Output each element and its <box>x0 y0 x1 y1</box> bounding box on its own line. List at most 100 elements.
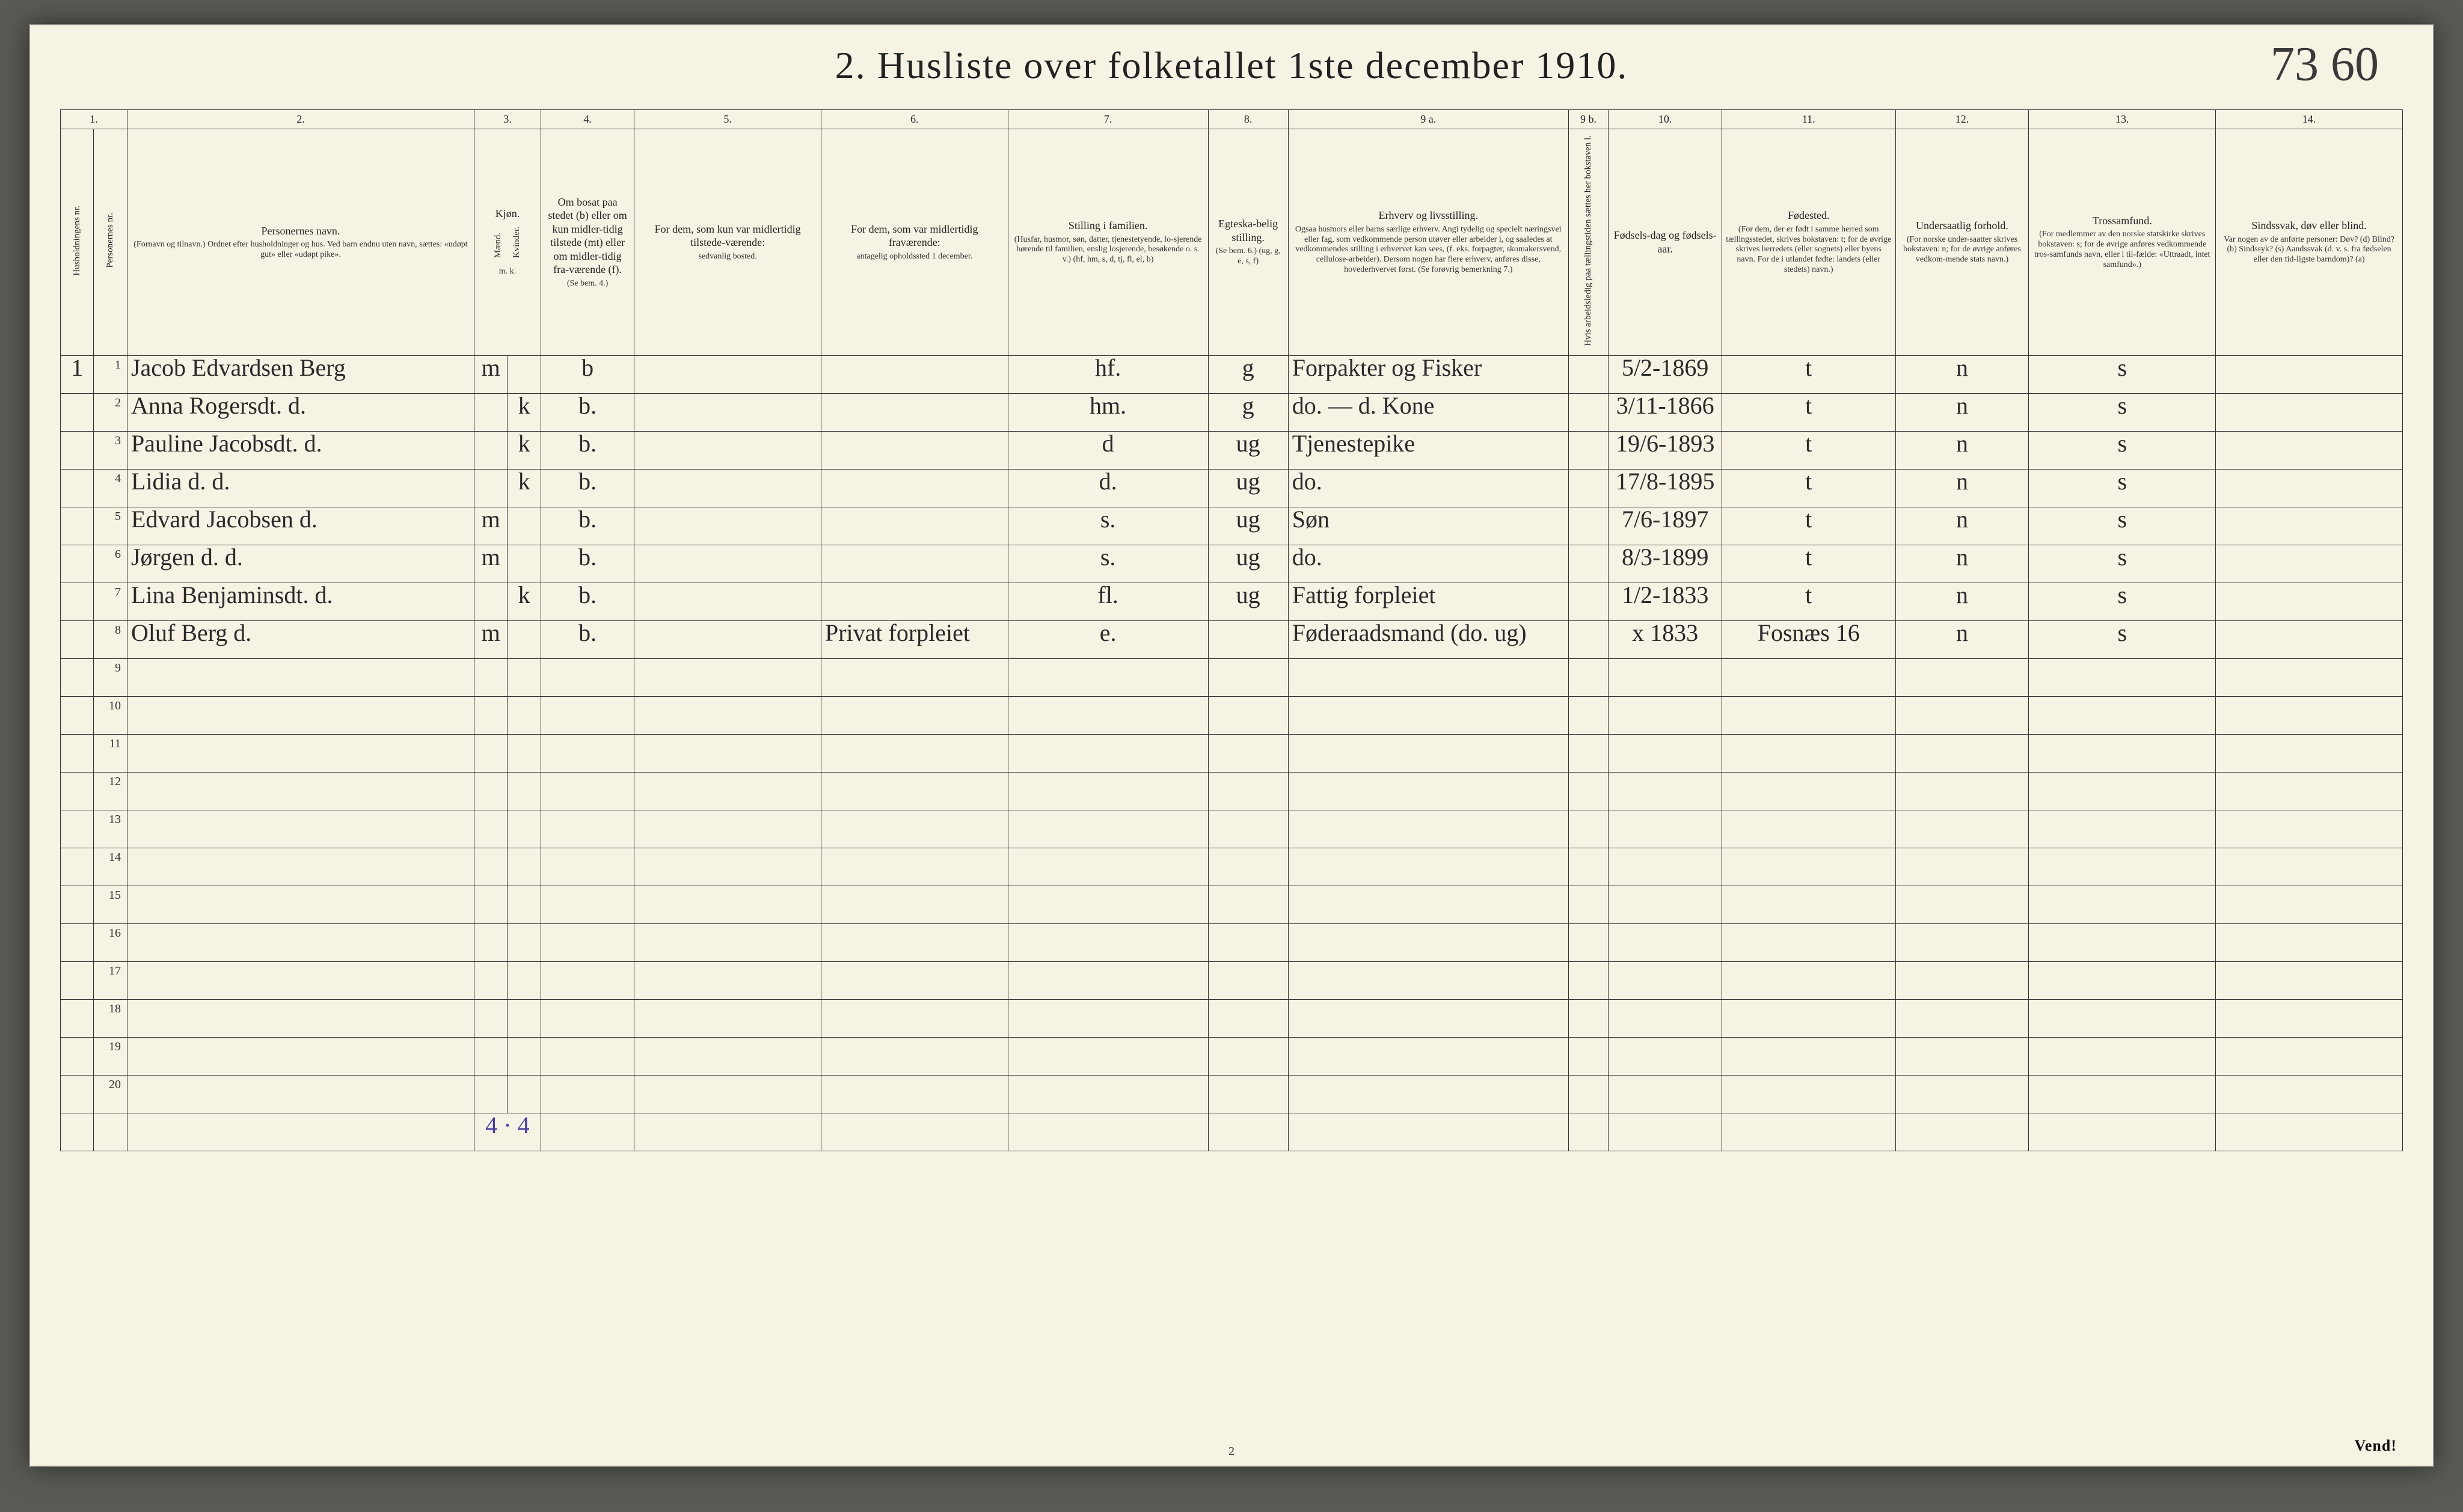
cell-person-no: 3 <box>94 431 127 469</box>
cell-nationality: n <box>1895 393 2029 431</box>
cell-empty <box>1208 886 1288 923</box>
cell-empty <box>541 848 634 886</box>
cell-unemployed <box>1568 469 1609 507</box>
cell-empty <box>1609 886 1722 923</box>
cell-empty <box>2029 886 2216 923</box>
cell-unemployed <box>1568 620 1609 658</box>
cell-birthdate: 1/2-1833 <box>1609 583 1722 620</box>
cell-temp-absent <box>821 583 1008 620</box>
cell-empty <box>508 1037 541 1075</box>
col-5-title: For dem, som kun var midlertidig tilsted… <box>655 223 801 249</box>
table-row-empty: 19 <box>61 1037 2403 1075</box>
col-4-head: Om bosat paa stedet (b) eller om kun mid… <box>541 129 634 355</box>
cell-empty <box>541 923 634 961</box>
cell-empty <box>1895 886 2029 923</box>
cell-empty <box>508 923 541 961</box>
cell-empty <box>508 961 541 999</box>
cell-empty <box>634 848 821 886</box>
cell-occupation: do. <box>1288 545 1568 583</box>
cell-temp-absent <box>821 431 1008 469</box>
cell-person-no: 1 <box>94 355 127 393</box>
cell-empty <box>2216 961 2403 999</box>
cell-marital: g <box>1208 355 1288 393</box>
cell-empty <box>1722 696 1895 734</box>
cell-blank <box>61 1113 94 1151</box>
cell-birthplace: t <box>1722 583 1895 620</box>
cell-empty <box>1288 734 1568 772</box>
cell-bosat: b. <box>541 620 634 658</box>
cell-household-no <box>61 658 94 696</box>
cell-empty <box>634 961 821 999</box>
cell-blank <box>634 1113 821 1151</box>
cell-empty <box>1208 696 1288 734</box>
cell-blank <box>127 1113 474 1151</box>
col-4-sub: (Se bem. 4.) <box>545 279 630 289</box>
cell-household-no <box>61 469 94 507</box>
col-3-sub-m: Mænd. Kvinder. <box>478 223 537 265</box>
cell-blank <box>821 1113 1008 1151</box>
cell-empty <box>1008 810 1208 848</box>
colnum-9b: 9 b. <box>1568 110 1609 129</box>
table-row-empty: 12 <box>61 772 2403 810</box>
cell-empty <box>1609 734 1722 772</box>
cell-family-pos: s. <box>1008 507 1208 545</box>
cell-birthdate: 19/6-1893 <box>1609 431 1722 469</box>
col-1-vert: Husholdningens nr. <box>71 202 84 280</box>
col-3-title: Kjøn. <box>495 207 520 219</box>
cell-blank <box>2029 1113 2216 1151</box>
cell-empty <box>2216 696 2403 734</box>
cell-empty <box>1008 1037 1208 1075</box>
cell-empty <box>1722 1037 1895 1075</box>
cell-sex-m: m <box>474 545 507 583</box>
cell-birthdate: 8/3-1899 <box>1609 545 1722 583</box>
cell-disability <box>2216 431 2403 469</box>
cell-empty <box>1568 1037 1609 1075</box>
cell-empty <box>1722 848 1895 886</box>
cell-empty <box>1568 696 1609 734</box>
col-7-title: Stilling i familien. <box>1069 219 1148 231</box>
col-7-sub: (Husfar, husmor, søn, datter, tjenestety… <box>1012 235 1204 265</box>
cell-empty <box>1008 999 1208 1037</box>
cell-empty <box>127 886 474 923</box>
table-row: 7Lina Benjaminsdt. d.kb.fl.ugFattig forp… <box>61 583 2403 620</box>
cell-disability <box>2216 393 2403 431</box>
cell-empty <box>1609 961 1722 999</box>
cell-person-no: 2 <box>94 393 127 431</box>
cell-empty <box>634 810 821 848</box>
cell-empty <box>1895 1037 2029 1075</box>
cell-household-no <box>61 810 94 848</box>
cell-empty <box>1008 848 1208 886</box>
cell-nationality: n <box>1895 507 2029 545</box>
cell-empty <box>474 1075 507 1113</box>
vend-label: Vend! <box>2354 1437 2397 1455</box>
cell-household-no <box>61 545 94 583</box>
cell-empty <box>1722 734 1895 772</box>
cell-empty <box>1722 772 1895 810</box>
cell-empty <box>2029 810 2216 848</box>
cell-empty <box>1609 696 1722 734</box>
cell-empty <box>1568 848 1609 886</box>
cell-empty <box>474 999 507 1037</box>
colnum-4: 4. <box>541 110 634 129</box>
cell-temp-present <box>634 620 821 658</box>
cell-birthplace: t <box>1722 355 1895 393</box>
cell-birthplace: t <box>1722 469 1895 507</box>
col-5-head: For dem, som kun var midlertidig tilsted… <box>634 129 821 355</box>
col-7-head: Stilling i familien. (Husfar, husmor, sø… <box>1008 129 1208 355</box>
cell-empty <box>634 772 821 810</box>
cell-empty <box>541 696 634 734</box>
col-9b-head: Hvis arbeidsledig paa tællingstiden sætt… <box>1568 129 1609 355</box>
cell-empty <box>1008 734 1208 772</box>
colnum-11: 11. <box>1722 110 1895 129</box>
col-2-title: Personernes navn. <box>261 225 340 237</box>
census-table: 1. 2. 3. 4. 5. 6. 7. 8. 9 a. 9 b. 10. 11… <box>60 109 2403 1151</box>
cell-empty <box>1208 772 1288 810</box>
table-row: 5Edvard Jacobsen d.mb.s.ugSøn7/6-1897tns <box>61 507 2403 545</box>
cell-blank <box>94 1113 127 1151</box>
cell-sex-k: k <box>508 469 541 507</box>
table-header: 1. 2. 3. 4. 5. 6. 7. 8. 9 a. 9 b. 10. 11… <box>61 110 2403 356</box>
cell-household-no <box>61 393 94 431</box>
cell-household-no <box>61 886 94 923</box>
cell-empty <box>541 772 634 810</box>
cell-religion: s <box>2029 469 2216 507</box>
